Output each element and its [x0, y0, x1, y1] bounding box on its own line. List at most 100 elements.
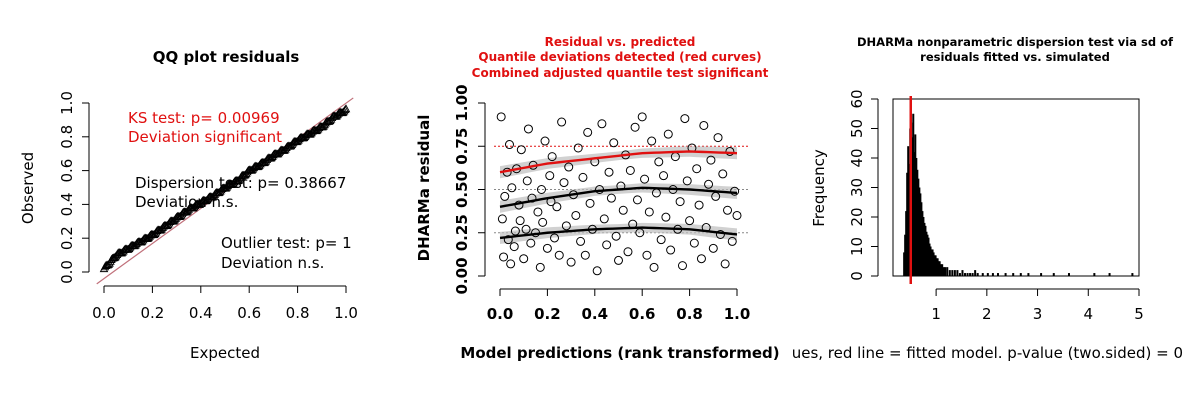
- qq-x-tick-label: 0.4: [189, 304, 213, 322]
- resid-point: [499, 252, 509, 262]
- resid-y-tick-label: 1.00: [453, 84, 471, 121]
- disp-y-tick-label: 50: [848, 119, 866, 138]
- disp-histogram-bar: [927, 237, 930, 276]
- resid-point: [715, 229, 725, 239]
- resid-point: [542, 243, 552, 253]
- resid-point: [623, 247, 633, 257]
- disp-histogram-bar: [913, 152, 916, 276]
- disp-x-axis-label: ues, red line = fitted model. p-value (t…: [792, 344, 1183, 362]
- resid-point: [604, 167, 614, 177]
- qq-y-tick-label: 1.0: [58, 91, 76, 115]
- qq-y-tick-label: 0.6: [58, 159, 76, 183]
- dispersion-test-line2: Deviation n.s.: [135, 193, 238, 211]
- disp-histogram-bar: [912, 113, 915, 276]
- disp-histogram-bar: [948, 270, 951, 276]
- resid-point: [618, 205, 628, 215]
- resid-quantile-curve: [499, 150, 738, 174]
- ks-test-line1: KS test: p= 0.00969: [128, 109, 280, 127]
- resid-marks: [494, 112, 749, 276]
- resid-point: [559, 178, 569, 188]
- resid-point: [580, 250, 590, 260]
- resid-point: [606, 193, 616, 203]
- disp-histogram-bar: [974, 270, 977, 276]
- disp-histogram-bar: [915, 158, 918, 276]
- disp-histogram-bar: [905, 211, 908, 276]
- resid-point: [552, 202, 562, 212]
- qq-x-tick-label: 0.2: [140, 304, 164, 322]
- resid-point: [611, 231, 621, 241]
- resid-point: [642, 250, 652, 260]
- disp-histogram-bar: [1004, 273, 1007, 276]
- resid-point: [692, 164, 702, 174]
- resid-point: [519, 254, 529, 264]
- resid-x-tick-label: 0.2: [534, 305, 561, 323]
- disp-histogram-bar: [929, 246, 932, 276]
- resid-point: [578, 172, 588, 182]
- disp-histogram-bar: [1027, 273, 1030, 276]
- resid-point: [696, 254, 706, 264]
- disp-histogram-bar: [904, 234, 907, 276]
- resid-point: [509, 242, 519, 252]
- resid-point: [585, 198, 595, 208]
- resid-point: [632, 195, 642, 205]
- disp-histogram-bar: [926, 234, 929, 276]
- resid-point: [500, 191, 510, 201]
- disp-histogram-bar: [918, 187, 921, 276]
- disp-histogram-bar: [986, 273, 989, 276]
- disp-histogram-bar: [933, 255, 936, 276]
- disp-histogram-bar: [951, 270, 954, 276]
- disp-title-line1: DHARMa nonparametric dispersion test via…: [857, 35, 1174, 49]
- disp-histogram-bar: [906, 172, 909, 276]
- resid-point: [732, 210, 742, 220]
- resid-point: [540, 136, 550, 146]
- resid-point: [685, 216, 695, 226]
- disp-histogram-bar: [931, 249, 934, 276]
- resid-point: [637, 112, 647, 122]
- qq-y-tick-label: 0.0: [58, 260, 76, 284]
- resid-point: [536, 185, 546, 194]
- resid-point: [504, 140, 514, 150]
- resid-point: [654, 157, 664, 167]
- resid-point: [564, 162, 574, 172]
- residual-vs-predicted-panel: Residual vs. predicted Quantile deviatio…: [415, 35, 780, 362]
- disp-histogram-bar: [961, 270, 964, 276]
- disp-marks: [903, 96, 1134, 284]
- disp-y-tick-label: 40: [848, 148, 866, 167]
- qq-axes: 0.0 0.2 0.4 0.6 0.8 1.0 0.0 0.2 0.4 0.6 0.8 1.0: [58, 91, 358, 322]
- resid-x-tick-label: 0.0: [487, 305, 514, 323]
- outlier-test-line1: Outlier test: p= 1: [221, 234, 352, 252]
- resid-x-tick-label: 0.4: [582, 305, 609, 323]
- resid-point: [663, 129, 673, 139]
- disp-x-tick-label: 1: [931, 305, 941, 323]
- qq-y-axis-label: Observed: [19, 152, 37, 224]
- resid-point: [725, 146, 735, 156]
- dispersion-test-line1: Dispersion test: p= 0.38667: [135, 174, 346, 192]
- disp-histogram-bar: [920, 202, 923, 276]
- disp-histogram-bar: [1012, 273, 1015, 276]
- resid-point: [599, 214, 609, 224]
- qq-x-tick-label: 0.6: [237, 304, 261, 322]
- resid-y-tick-label: 0.00: [453, 257, 471, 294]
- resid-point: [538, 217, 548, 227]
- resid-point: [571, 210, 581, 220]
- disp-histogram-bar: [930, 249, 933, 276]
- resid-point: [675, 197, 685, 207]
- disp-histogram-bar: [924, 225, 927, 276]
- disp-histogram-bar: [922, 217, 925, 276]
- disp-histogram-bar: [937, 261, 940, 276]
- disp-histogram-bar: [964, 273, 967, 276]
- disp-histogram-bar: [942, 267, 945, 276]
- disp-histogram-bar: [956, 270, 959, 276]
- disp-x-tick-label: 5: [1134, 305, 1144, 323]
- disp-histogram-bar: [981, 273, 984, 276]
- disp-histogram-bar: [996, 273, 999, 276]
- disp-histogram-bar: [928, 243, 931, 276]
- disp-x-tick-label: 3: [1033, 305, 1043, 323]
- disp-histogram-bar: [935, 258, 938, 276]
- ks-test-line2: Deviation significant: [128, 128, 282, 146]
- resid-point: [699, 120, 709, 130]
- resid-point: [506, 259, 516, 269]
- resid-point: [535, 262, 545, 272]
- disp-y-tick-label: 20: [848, 207, 866, 226]
